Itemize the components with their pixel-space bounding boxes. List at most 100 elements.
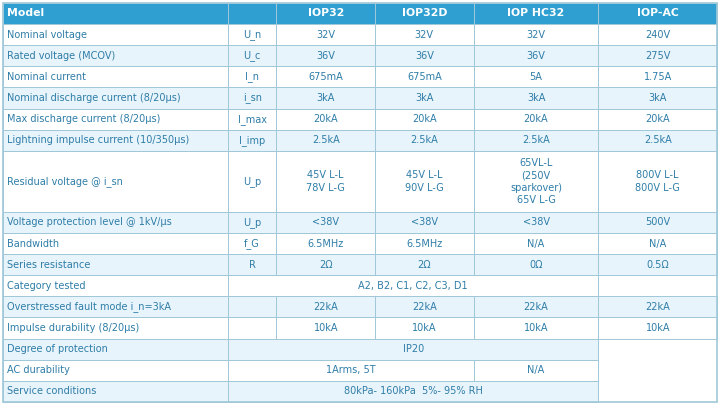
Text: <38V: <38V — [312, 217, 339, 227]
Bar — [228, 339, 276, 360]
Text: 10kA: 10kA — [646, 323, 670, 333]
Text: 20kA: 20kA — [412, 114, 436, 124]
Bar — [228, 296, 276, 318]
Bar — [3, 24, 228, 45]
Bar — [3, 381, 228, 402]
Bar — [3, 360, 228, 381]
Bar — [3, 66, 228, 87]
Bar — [474, 151, 598, 212]
Bar — [474, 233, 598, 254]
Text: <38V: <38V — [411, 217, 438, 227]
Text: U_p: U_p — [243, 176, 261, 187]
Text: 3kA: 3kA — [317, 93, 335, 103]
Text: AC durability: AC durability — [7, 365, 70, 375]
Text: 6.5MHz: 6.5MHz — [406, 239, 442, 249]
Text: 240V: 240V — [645, 30, 670, 40]
Bar — [598, 87, 717, 109]
Bar — [228, 45, 276, 66]
Bar — [474, 254, 598, 275]
Text: Nominal discharge current (8/20μs): Nominal discharge current (8/20μs) — [7, 93, 181, 103]
Bar — [228, 24, 276, 45]
Bar — [375, 254, 474, 275]
Text: Category tested: Category tested — [7, 281, 86, 291]
Text: U_p: U_p — [243, 217, 261, 228]
Text: 10kA: 10kA — [412, 323, 436, 333]
Text: 800V L-L
800V L-G: 800V L-L 800V L-G — [635, 170, 680, 192]
Text: 22kA: 22kA — [313, 302, 338, 312]
Bar — [3, 151, 228, 212]
Bar — [474, 66, 598, 87]
Text: Nominal voltage: Nominal voltage — [7, 30, 87, 40]
Bar — [3, 275, 228, 296]
Text: 20kA: 20kA — [523, 114, 549, 124]
Bar — [474, 360, 598, 381]
Bar — [598, 318, 717, 339]
Text: <38V: <38V — [523, 217, 549, 227]
Bar — [3, 254, 228, 275]
Bar — [3, 45, 228, 66]
Bar — [228, 87, 276, 109]
Text: Degree of protection: Degree of protection — [7, 344, 108, 354]
Text: U_c: U_c — [243, 50, 261, 61]
Bar — [228, 254, 276, 275]
Text: U_n: U_n — [243, 29, 261, 40]
Text: 3kA: 3kA — [415, 93, 433, 103]
Bar — [228, 109, 276, 130]
Bar — [276, 66, 375, 87]
Text: Series resistance: Series resistance — [7, 260, 91, 270]
Text: Nominal current: Nominal current — [7, 72, 86, 82]
Text: 36V: 36V — [316, 51, 336, 61]
Text: R: R — [248, 260, 256, 270]
Text: 675mA: 675mA — [308, 72, 343, 82]
Bar — [375, 45, 474, 66]
Text: 1.75A: 1.75A — [644, 72, 672, 82]
Text: N/A: N/A — [527, 365, 544, 375]
Text: 2.5kA: 2.5kA — [644, 135, 672, 145]
Bar — [228, 339, 598, 360]
Bar — [474, 212, 598, 233]
Bar — [598, 109, 717, 130]
Text: 675mA: 675mA — [407, 72, 441, 82]
Bar — [3, 296, 228, 318]
Bar — [598, 130, 717, 151]
Text: 22kA: 22kA — [523, 302, 549, 312]
Bar — [228, 360, 474, 381]
Bar — [3, 318, 228, 339]
Text: 0Ω: 0Ω — [529, 260, 543, 270]
Bar — [3, 3, 228, 24]
Text: 2.5kA: 2.5kA — [522, 135, 550, 145]
Bar — [3, 87, 228, 109]
Bar — [474, 3, 598, 24]
Bar — [598, 212, 717, 233]
Text: Lightning impulse current (10/350μs): Lightning impulse current (10/350μs) — [7, 135, 189, 145]
Bar — [228, 381, 276, 402]
Bar — [276, 296, 375, 318]
Bar — [276, 45, 375, 66]
Bar — [276, 24, 375, 45]
Text: 2Ω: 2Ω — [418, 260, 431, 270]
Bar — [474, 24, 598, 45]
Text: I_max: I_max — [238, 114, 266, 125]
Bar — [474, 296, 598, 318]
Bar — [276, 254, 375, 275]
Bar — [375, 66, 474, 87]
Bar — [3, 130, 228, 151]
Bar — [375, 130, 474, 151]
Bar — [3, 109, 228, 130]
Text: 22kA: 22kA — [645, 302, 670, 312]
Text: 32V: 32V — [415, 30, 433, 40]
Text: Max discharge current (8/20μs): Max discharge current (8/20μs) — [7, 114, 161, 124]
Text: 10kA: 10kA — [313, 323, 338, 333]
Text: 36V: 36V — [415, 51, 433, 61]
Bar — [598, 45, 717, 66]
Text: I_imp: I_imp — [239, 135, 265, 146]
Text: Service conditions: Service conditions — [7, 386, 96, 396]
Bar — [598, 296, 717, 318]
Text: 0.5Ω: 0.5Ω — [647, 260, 669, 270]
Text: 2Ω: 2Ω — [319, 260, 333, 270]
Bar — [228, 66, 276, 87]
Text: 10kA: 10kA — [523, 323, 548, 333]
Bar — [598, 151, 717, 212]
Bar — [276, 212, 375, 233]
Bar — [228, 3, 276, 24]
